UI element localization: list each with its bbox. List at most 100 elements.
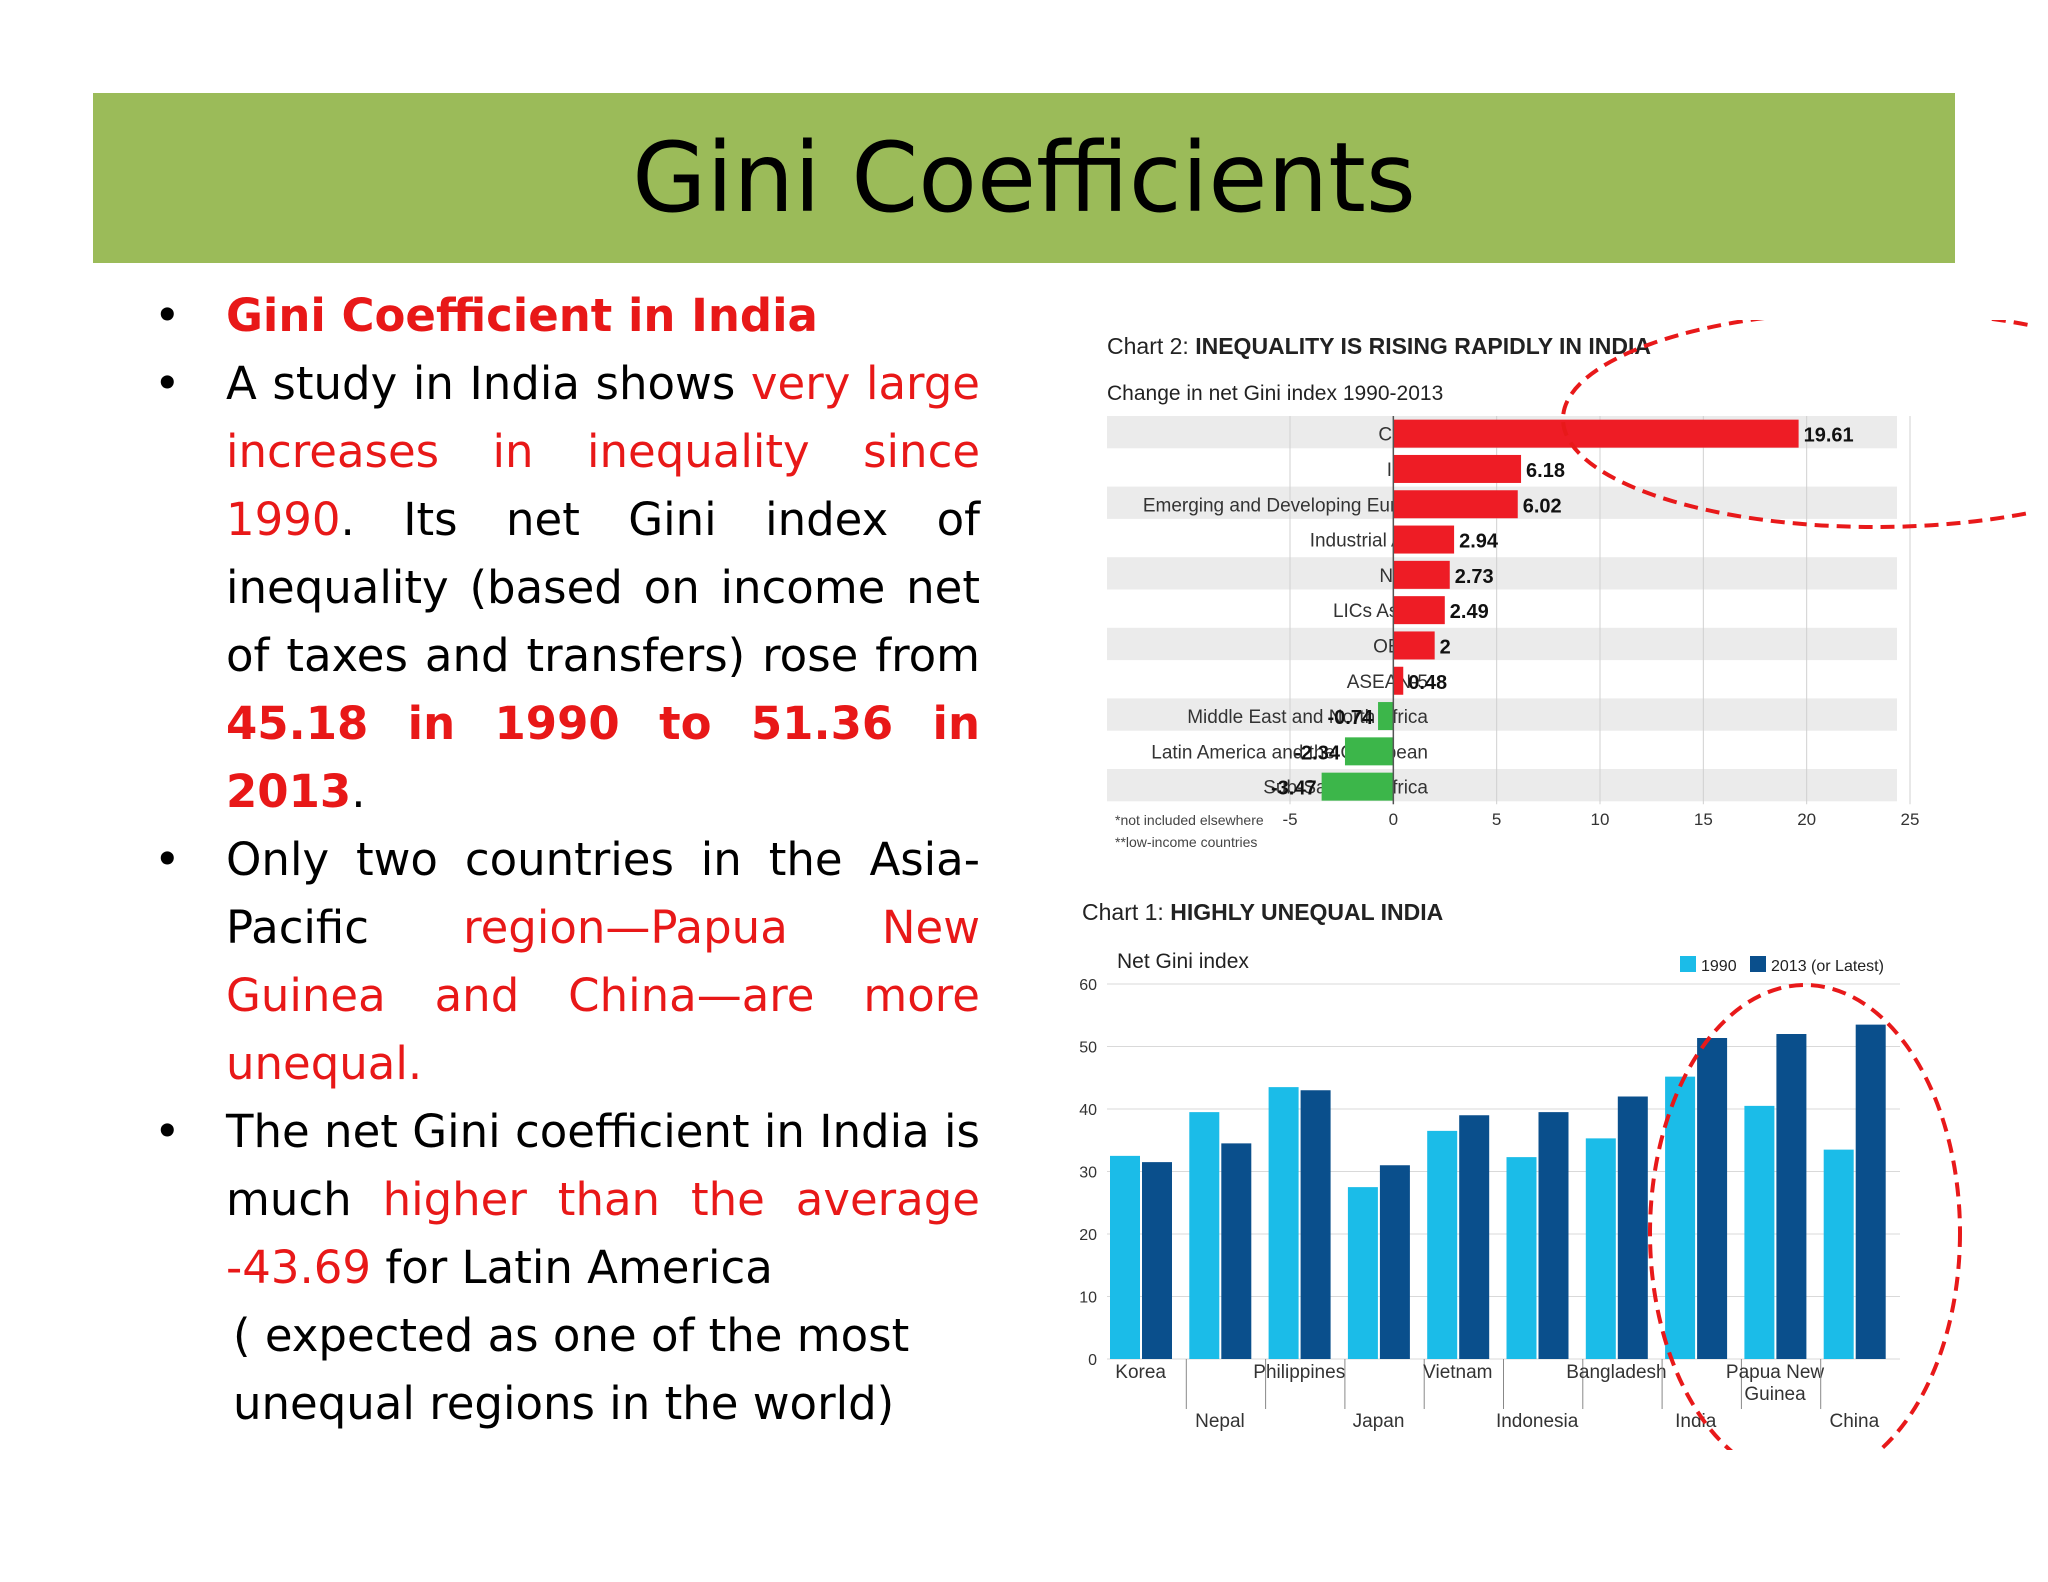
bullet-4-note-1: ( expected as one of the most <box>233 1309 910 1362</box>
title-banner: Gini Coefficients <box>93 93 1955 263</box>
chart-1-title: Chart 1: HIGHLY UNEQUAL INDIA <box>1082 899 1443 925</box>
category-label: Japan <box>1353 1411 1405 1432</box>
bar <box>1585 1138 1616 1359</box>
bar <box>1110 1155 1140 1359</box>
bullet-2-text-mid: . Its net Gini index of inequality (base… <box>226 493 980 682</box>
bar <box>1142 1162 1172 1359</box>
legend-swatch-2013 <box>1750 956 1766 972</box>
chart-2-svg: Chart 2: INEQUALITY IS RISING RAPIDLY IN… <box>1107 309 2048 850</box>
bar <box>1393 596 1445 625</box>
bullet-list: • Gini Coefficient in India • A study in… <box>140 282 980 1438</box>
slide-title: Gini Coefficients <box>632 122 1416 234</box>
bar <box>1697 1038 1728 1359</box>
bullet-2-period: . <box>351 765 366 818</box>
bullet-4-text-post: for Latin America <box>371 1241 773 1294</box>
category-label: Nepal <box>1195 1411 1245 1432</box>
x-tick-label: -5 <box>1282 810 1297 829</box>
bar <box>1393 525 1455 554</box>
data-label: 2 <box>1440 636 1451 658</box>
chart-2-subtitle: Change in net Gini index 1990-2013 <box>1107 382 1443 405</box>
data-label: 2.73 <box>1455 566 1494 588</box>
bullet-1: • Gini Coefficient in India <box>140 282 980 350</box>
bar <box>1538 1112 1569 1359</box>
category-label: Korea <box>1115 1362 1166 1383</box>
category-label: Emerging and Developing Europe <box>1143 495 1428 516</box>
y-tick-label: 50 <box>1079 1040 1097 1057</box>
bullet-3-text: Only two countries in the Asia-Pacific <box>226 833 980 954</box>
y-tick-label: 10 <box>1079 1290 1097 1307</box>
chart-2-footnote-2: **low-income countries <box>1115 834 1257 850</box>
bullet-3: • Only two countries in the Asia-Pacific… <box>140 826 980 1098</box>
bar <box>1393 666 1404 695</box>
bullet-4-text: The net Gini coefficient in India is muc… <box>226 1105 980 1226</box>
chart-2: Chart 2: INEQUALITY IS RISING RAPIDLY IN… <box>1100 309 2048 880</box>
bar <box>1221 1143 1252 1359</box>
category-label: China <box>1830 1411 1880 1432</box>
data-label: -2.34 <box>1294 742 1340 764</box>
category-label: Bangladesh <box>1566 1362 1666 1383</box>
bullet-dot: • <box>154 357 181 410</box>
bullet-2-figures: 45.18 in 1990 to 51.36 in 2013 <box>226 697 980 818</box>
bar <box>1393 419 1799 448</box>
legend-swatch-1990 <box>1680 956 1696 972</box>
row-band <box>1107 627 1897 661</box>
bullet-2: • A study in India shows very large incr… <box>140 350 980 826</box>
bar <box>1347 1187 1378 1359</box>
row-band <box>1107 557 1897 590</box>
data-label: 6.18 <box>1526 460 1565 482</box>
data-label: -3.47 <box>1271 778 1317 800</box>
bar <box>1321 772 1394 801</box>
x-tick-label: 10 <box>1591 810 1610 829</box>
bullet-dot: • <box>154 833 181 886</box>
data-label: 19.61 <box>1804 425 1854 447</box>
category-label: India <box>1675 1411 1717 1432</box>
chart-2-title: Chart 2: INEQUALITY IS RISING RAPIDLY IN… <box>1107 333 1651 359</box>
bar <box>1427 1130 1458 1359</box>
bar <box>1393 631 1435 660</box>
y-tick-label: 0 <box>1088 1352 1097 1369</box>
x-tick-label: 0 <box>1389 810 1398 829</box>
chart-1-ylabel: Net Gini index <box>1117 950 1249 973</box>
bar <box>1459 1115 1490 1359</box>
bar <box>1855 1024 1886 1359</box>
data-label: -0.74 <box>1327 707 1373 729</box>
x-tick-label: 25 <box>1901 810 1920 829</box>
bar <box>1379 1165 1410 1359</box>
bar <box>1506 1157 1537 1359</box>
bar <box>1378 702 1394 731</box>
bullet-dot: • <box>154 289 181 342</box>
bar <box>1344 737 1394 766</box>
chart-1: Chart 1: HIGHLY UNEQUAL INDIA Net Gini i… <box>1075 890 2005 1483</box>
bullet-4-note-2: unequal regions in the world) <box>233 1377 895 1430</box>
category-label: Guinea <box>1744 1384 1806 1405</box>
bar <box>1268 1087 1299 1359</box>
bullet-4-highlight: higher than the average <box>382 1173 980 1226</box>
category-label: ASEAN-5 <box>1347 672 1428 693</box>
y-tick-label: 30 <box>1079 1165 1097 1182</box>
legend-label-1990: 1990 <box>1701 958 1737 975</box>
category-label: Middle East and North Africa <box>1187 707 1428 728</box>
y-tick-label: 60 <box>1079 977 1097 994</box>
chart-2-footnote-1: *not included elsewhere <box>1115 812 1264 828</box>
bullet-2-highlight: very large increases in inequality since… <box>226 357 980 546</box>
x-tick-label: 5 <box>1492 810 1501 829</box>
bar <box>1189 1112 1220 1359</box>
x-tick-label: 20 <box>1797 810 1816 829</box>
row-band <box>1107 698 1897 731</box>
bar <box>1393 560 1450 589</box>
bar <box>1776 1034 1807 1359</box>
x-tick-label: 15 <box>1694 810 1713 829</box>
legend-label-2013: 2013 (or Latest) <box>1771 958 1884 975</box>
bullet-dot: • <box>154 1105 181 1158</box>
bullet-1-heading: Gini Coefficient in India <box>226 289 818 342</box>
bar <box>1393 454 1522 483</box>
bar <box>1823 1149 1854 1359</box>
data-label: 2.49 <box>1450 601 1489 623</box>
bullet-4-value: -43.69 <box>226 1241 372 1294</box>
bar <box>1617 1096 1648 1359</box>
bullet-4: • The net Gini coefficient in India is m… <box>140 1098 980 1302</box>
bar <box>1393 490 1518 519</box>
bullet-2-text: A study in India shows <box>226 357 751 410</box>
y-tick-label: 40 <box>1079 1102 1097 1119</box>
category-label: Philippines <box>1253 1362 1345 1383</box>
